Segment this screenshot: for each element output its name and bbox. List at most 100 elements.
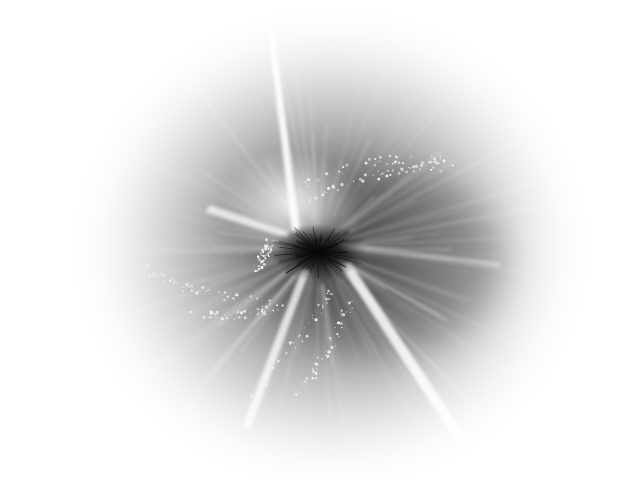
core-fibers (273, 227, 363, 279)
sparkle (304, 180, 307, 183)
streak (359, 202, 460, 236)
core-fiber (317, 228, 335, 253)
core-fiber (309, 233, 319, 253)
sparkle (257, 312, 260, 315)
core-fiber (314, 240, 319, 253)
sparkle (257, 382, 259, 384)
sparkle (250, 394, 254, 398)
sparkle (320, 312, 323, 315)
sparkle (202, 315, 206, 319)
sparkle (243, 309, 247, 313)
core-fiber (317, 251, 332, 277)
sparkle (188, 285, 191, 288)
sparkle (163, 281, 165, 283)
core-fiber (317, 248, 342, 253)
sparkle (260, 310, 263, 313)
streak (262, 289, 305, 404)
core-fiber (292, 246, 319, 253)
core-fiber (297, 241, 319, 253)
sparkle (268, 302, 271, 305)
streak (195, 261, 302, 352)
sparkle (439, 155, 442, 158)
sparkle (236, 310, 240, 314)
sparkle (387, 169, 389, 172)
sparkle (391, 162, 394, 165)
streak (339, 203, 450, 242)
sparkle (223, 318, 225, 321)
sparkle (268, 370, 271, 373)
sparkle (172, 277, 175, 280)
sparkle (301, 383, 303, 385)
sparkle (381, 172, 384, 175)
sparkle (324, 296, 325, 298)
sparkle (415, 164, 418, 167)
streak (316, 287, 319, 360)
sparkle (257, 267, 261, 271)
sparkle (352, 180, 355, 182)
sparkle (157, 274, 159, 276)
sparkle (277, 360, 280, 363)
sparkle (277, 309, 280, 311)
sparkle (201, 286, 205, 289)
sparkle (342, 165, 345, 169)
sparkle (377, 177, 381, 181)
streak (335, 284, 372, 355)
sparkle (403, 170, 406, 172)
core-fiber (278, 251, 319, 265)
sparkle (205, 290, 208, 292)
sparkle (276, 304, 279, 307)
sparkle (265, 375, 269, 379)
sparkle (190, 289, 193, 292)
sparkle (437, 162, 440, 164)
sparkle (210, 311, 214, 315)
core-fiber (312, 227, 319, 253)
sparkle (236, 317, 238, 319)
sparkle (304, 327, 306, 329)
streak (212, 265, 306, 398)
sparkle (213, 312, 217, 316)
sparkle (420, 167, 422, 169)
core-fiber (278, 251, 319, 262)
core-fiber (295, 232, 319, 253)
sparkle (243, 316, 247, 320)
sparkle (208, 288, 210, 291)
core-fiber (317, 251, 324, 260)
sparkle (432, 166, 435, 169)
sparkle (215, 310, 219, 314)
core-fiber (310, 241, 319, 253)
sparkle (270, 366, 274, 369)
sparkle (248, 401, 251, 403)
streak (352, 270, 512, 374)
sparkle (397, 171, 401, 175)
sparkle (267, 247, 269, 249)
sparkle (270, 309, 271, 311)
sparkle (314, 362, 318, 366)
sparkle (263, 263, 266, 266)
streak (222, 257, 274, 271)
sparkle (182, 290, 184, 292)
sparkle (155, 275, 157, 277)
sparkle (191, 285, 194, 288)
sparkle (327, 192, 329, 194)
sparkle (265, 238, 268, 242)
sparkle (345, 163, 349, 167)
sparkle (329, 293, 331, 295)
sparkle (410, 167, 412, 169)
flare-left (205, 205, 290, 238)
sparkle (379, 160, 381, 163)
sparkle (341, 327, 343, 329)
streak (323, 286, 350, 424)
core-fiber (286, 251, 319, 273)
sparkle (290, 341, 293, 343)
sparkle (389, 173, 392, 176)
streak (328, 281, 348, 335)
sparkle (309, 197, 312, 200)
sparkle (234, 295, 236, 296)
streak (364, 207, 540, 241)
sparkle (337, 321, 340, 325)
core-fiber (296, 251, 319, 265)
sparkle (333, 169, 335, 171)
streak (345, 182, 537, 241)
